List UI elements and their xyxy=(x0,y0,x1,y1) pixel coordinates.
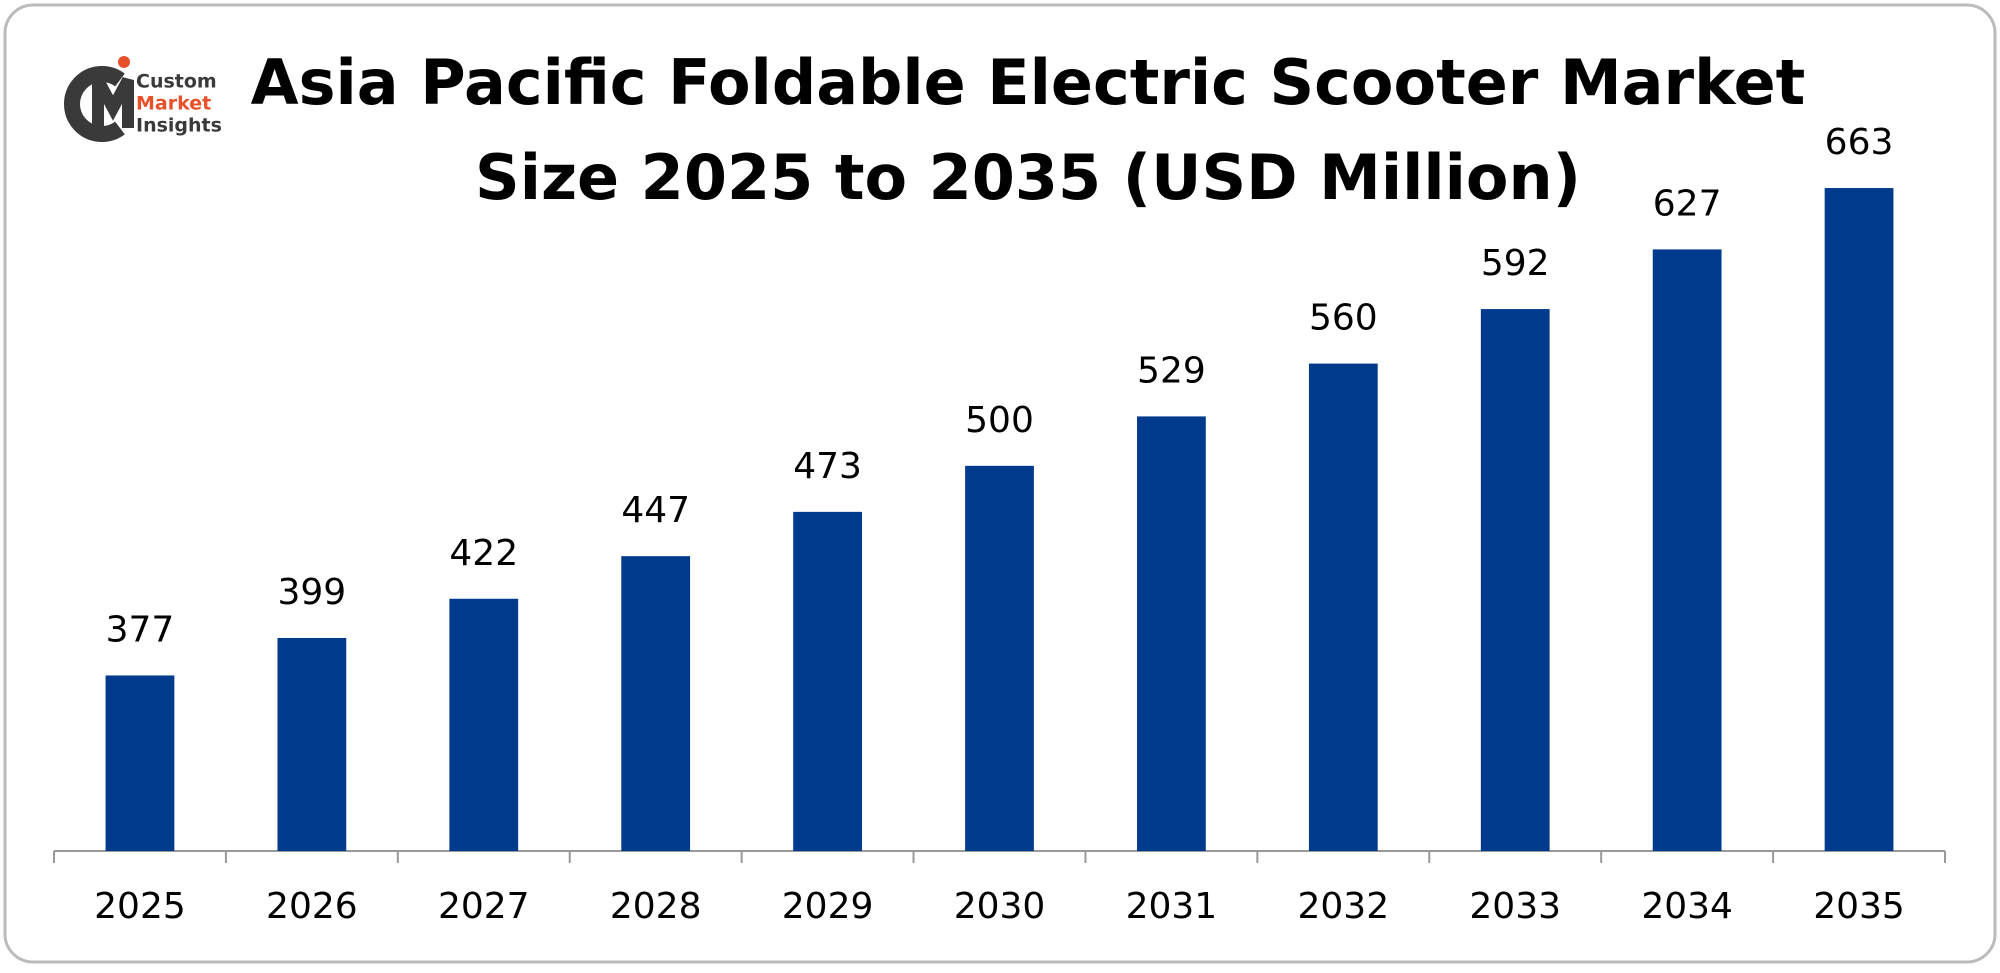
value-label: 592 xyxy=(1481,243,1550,284)
bar xyxy=(621,556,691,851)
chart-title: Asia Pacific Foldable Electric Scooter M… xyxy=(251,46,1806,119)
value-label: 473 xyxy=(793,446,862,487)
x-tick-label: 2030 xyxy=(954,886,1046,927)
bar xyxy=(1308,363,1378,851)
logo: Custom Market Insights xyxy=(64,56,222,142)
value-label: 422 xyxy=(449,533,518,574)
x-tick-label: 2032 xyxy=(1298,886,1390,927)
logo-text: Insights xyxy=(136,115,222,137)
x-tick-label: 2031 xyxy=(1126,886,1218,927)
x-tick-label: 2033 xyxy=(1469,886,1561,927)
x-tick-label: 2028 xyxy=(610,886,702,927)
bar xyxy=(1480,309,1550,851)
value-label: 663 xyxy=(1825,122,1894,163)
x-tick-label: 2029 xyxy=(782,886,874,927)
logo-c xyxy=(64,66,125,142)
bar xyxy=(277,637,347,851)
x-tick-label: 2025 xyxy=(94,886,186,927)
bar xyxy=(965,465,1034,851)
x-tick-label: 2034 xyxy=(1641,886,1733,927)
value-label: 377 xyxy=(106,609,175,650)
chart-title: Size 2025 to 2035 (USD Million) xyxy=(475,141,1581,214)
value-label: 447 xyxy=(621,490,690,531)
logo-text: Custom xyxy=(136,71,217,93)
bar xyxy=(105,675,175,851)
logo-m xyxy=(92,77,134,128)
value-label: 529 xyxy=(1137,350,1206,391)
logo-dot xyxy=(118,56,130,68)
logo-text: Market xyxy=(136,93,211,115)
value-label: 560 xyxy=(1309,298,1378,339)
value-label: 500 xyxy=(965,400,1034,441)
bar xyxy=(1652,249,1722,851)
x-tick-label: 2026 xyxy=(266,886,358,927)
bar xyxy=(449,598,519,851)
bar xyxy=(793,511,862,851)
x-tick-label: 2027 xyxy=(438,886,530,927)
value-label: 399 xyxy=(278,572,347,613)
value-label: 627 xyxy=(1653,183,1722,224)
x-tick-label: 2035 xyxy=(1813,886,1905,927)
bar xyxy=(1137,416,1206,851)
bar xyxy=(1824,188,1894,851)
